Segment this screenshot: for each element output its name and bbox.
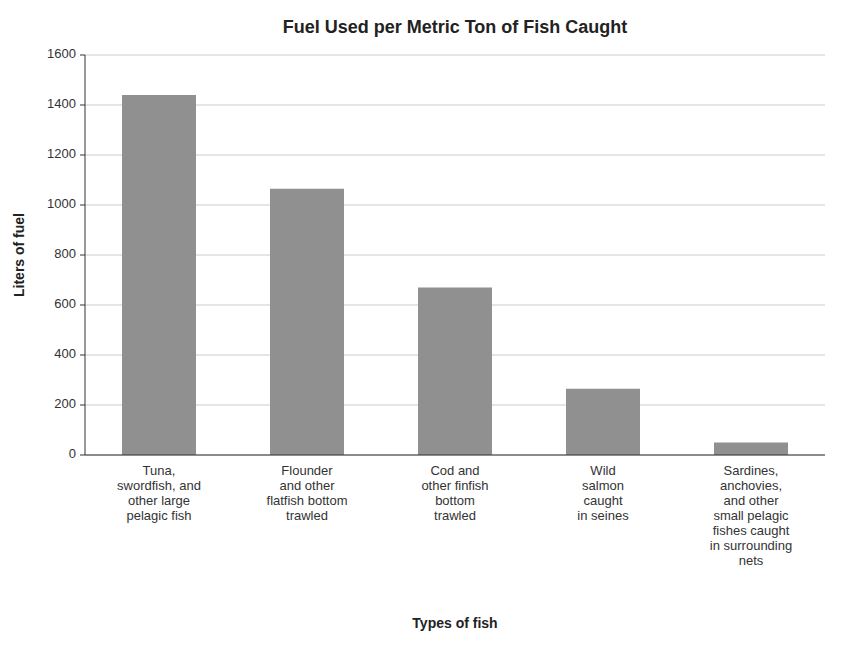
y-tick: [80, 355, 85, 356]
chart-svg: 0 200 400 600 800 1000 1200 1400 1600 Tuna,swordf…: [0, 0, 850, 650]
y-tick: [80, 455, 85, 456]
y-tick-label: 800: [54, 246, 76, 261]
y-tick: [80, 255, 85, 256]
x-axis-title: Types of fish: [412, 615, 497, 631]
y-tick-label: 1400: [47, 96, 76, 111]
bars: [122, 95, 788, 455]
bar: [122, 95, 196, 455]
chart-title: Fuel Used per Metric Ton of Fish Caught: [283, 17, 628, 37]
y-tick-label: 600: [54, 296, 76, 311]
y-axis-line: [85, 55, 86, 455]
x-tick-label: Wildsalmoncaughtin seines: [577, 463, 629, 523]
y-tick: [80, 105, 85, 106]
grid: [85, 55, 825, 455]
bar: [418, 288, 492, 456]
y-tick-label: 0: [69, 446, 76, 461]
y-tick: [80, 55, 85, 56]
chart-container: 0 200 400 600 800 1000 1200 1400 1600 Tuna,swordf…: [0, 0, 850, 650]
x-tick-label: Sardines,anchovies,and othersmall pelagi…: [710, 463, 792, 568]
bar: [714, 443, 788, 456]
y-tick: [80, 305, 85, 306]
x-tick-label: Cod andother finfishbottomtrawled: [421, 463, 488, 523]
y-axis: 0 200 400 600 800 1000 1200 1400 1600: [47, 46, 85, 461]
grid-line: [85, 455, 825, 456]
y-axis-title: Liters of fuel: [11, 213, 27, 297]
y-tick: [80, 155, 85, 156]
y-tick-label: 1000: [47, 196, 76, 211]
y-tick-label: 200: [54, 396, 76, 411]
x-axis: Tuna,swordfish, andother largepelagic fi…: [117, 463, 792, 568]
y-tick: [80, 405, 85, 406]
y-tick-label: 400: [54, 346, 76, 361]
x-axis-line: [85, 455, 825, 456]
y-tick-label: 1200: [47, 146, 76, 161]
x-tick-label: Tuna,swordfish, andother largepelagic fi…: [117, 463, 201, 523]
y-tick-label: 1600: [47, 46, 76, 61]
x-tick-label: Flounderand otherflatfish bottomtrawled: [267, 463, 348, 523]
y-tick: [80, 205, 85, 206]
bar: [270, 189, 344, 455]
bar: [566, 389, 640, 455]
grid-line: [85, 55, 825, 56]
